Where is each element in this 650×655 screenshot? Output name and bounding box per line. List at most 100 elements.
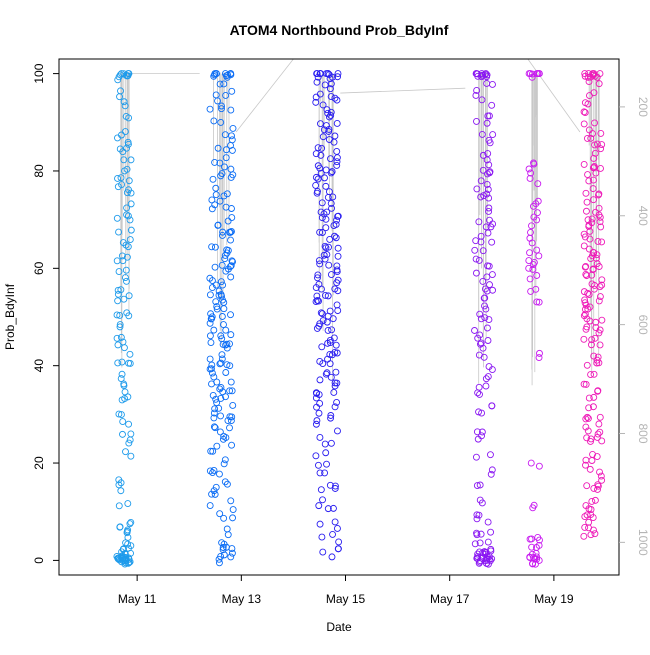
data-point — [591, 149, 599, 157]
data-point — [328, 326, 336, 334]
data-point — [125, 312, 133, 320]
data-point — [585, 394, 593, 402]
data-point — [114, 297, 122, 305]
data-point — [118, 358, 126, 366]
data-point — [528, 543, 536, 551]
data-point — [481, 548, 488, 555]
data-point — [123, 529, 131, 537]
data-point — [217, 394, 225, 402]
data-point — [484, 337, 492, 344]
data-point — [482, 223, 490, 231]
data-point — [316, 260, 324, 268]
data-point — [593, 359, 601, 367]
data-point — [488, 402, 496, 410]
data-point — [316, 70, 324, 78]
data-point — [208, 490, 216, 498]
data-point — [333, 158, 341, 166]
data-point — [122, 71, 130, 79]
data-point — [210, 373, 218, 381]
data-point — [316, 400, 324, 407]
data-point — [312, 150, 320, 158]
data-point — [481, 285, 489, 293]
data-point — [216, 510, 224, 518]
data-point — [218, 313, 226, 320]
data-point — [324, 193, 332, 201]
data-point — [332, 234, 340, 242]
data-point — [222, 393, 229, 401]
data-point — [114, 555, 122, 563]
data-point — [127, 518, 135, 526]
data-point — [214, 97, 221, 105]
data-point — [329, 73, 336, 81]
data-point — [329, 351, 336, 359]
data-point — [208, 243, 216, 251]
data-point — [217, 384, 225, 391]
data-point — [227, 417, 235, 425]
data-point — [120, 70, 128, 78]
data-point — [319, 496, 326, 504]
x-tick-label: May 15 — [326, 592, 366, 606]
data-point — [121, 560, 129, 568]
data-point — [588, 215, 596, 223]
data-point — [481, 302, 488, 310]
data-point — [533, 272, 541, 279]
data-point — [333, 119, 341, 127]
data-point — [216, 80, 224, 88]
data-point — [314, 271, 322, 279]
data-point — [590, 285, 598, 293]
data-point — [323, 460, 330, 468]
data-point — [229, 124, 237, 132]
data-point — [312, 173, 320, 181]
data-point — [476, 390, 483, 398]
data-point — [479, 151, 487, 159]
data-point — [114, 76, 122, 84]
y2-axis: 200 400 600 800 1000 — [619, 97, 650, 556]
data-point — [477, 193, 485, 201]
data-point — [214, 221, 222, 229]
data-point — [322, 370, 330, 378]
data-point — [582, 189, 590, 197]
data-point — [473, 117, 480, 125]
data-point — [597, 472, 605, 480]
data-point — [321, 469, 329, 477]
data-point — [220, 514, 228, 522]
data-point — [597, 223, 605, 231]
data-point — [585, 78, 593, 86]
data-point — [489, 131, 497, 139]
data-point — [316, 164, 324, 172]
data-point — [218, 261, 226, 269]
data-point — [486, 281, 493, 289]
data-point — [327, 271, 335, 278]
data-point — [212, 70, 220, 78]
data-point — [595, 297, 603, 305]
data-point — [316, 469, 324, 477]
data-point — [473, 482, 481, 489]
data-point — [592, 169, 600, 177]
data-point — [534, 180, 542, 188]
data-point — [327, 169, 335, 177]
data-point — [333, 525, 341, 532]
data-point — [580, 108, 588, 116]
data-point — [589, 403, 597, 411]
data-point — [589, 176, 597, 184]
data-point — [525, 264, 533, 272]
data-point — [334, 427, 341, 435]
data-point — [222, 146, 230, 154]
data-point — [334, 252, 342, 260]
data-point — [223, 344, 231, 352]
data-point — [313, 403, 321, 411]
data-point — [584, 289, 592, 297]
data-point — [213, 305, 221, 313]
y-tick-label: 40 — [32, 359, 46, 373]
data-point — [223, 361, 231, 369]
data-point — [125, 439, 133, 447]
data-point — [122, 448, 129, 456]
data-point — [591, 119, 598, 127]
data-point — [312, 394, 320, 402]
data-point — [471, 327, 478, 334]
data-point — [224, 417, 232, 424]
data-point — [121, 274, 129, 281]
x-tick-label: May 13 — [222, 592, 262, 606]
data-point — [320, 251, 328, 259]
data-point — [580, 288, 588, 296]
